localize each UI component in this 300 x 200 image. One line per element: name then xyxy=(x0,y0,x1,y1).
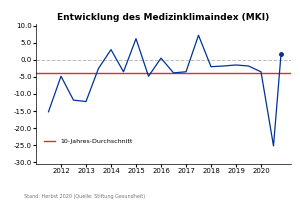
Text: Stand: Herbst 2020 (Quelle: Stiftung Gesundheit): Stand: Herbst 2020 (Quelle: Stiftung Ges… xyxy=(24,194,145,199)
Legend: 10-Jahres-Durchschnitt: 10-Jahres-Durchschnitt xyxy=(44,139,133,144)
Title: Entwicklung des Medizinklimaindex (MKI): Entwicklung des Medizinklimaindex (MKI) xyxy=(57,13,270,22)
